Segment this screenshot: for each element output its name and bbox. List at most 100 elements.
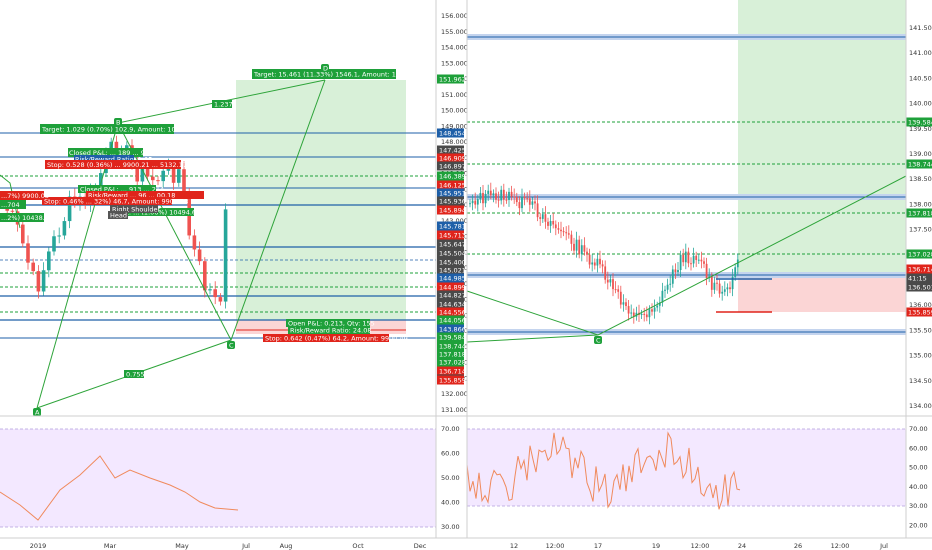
price-tick-label: 139.500 [909,125,932,133]
candle [562,231,565,233]
candle [554,224,557,229]
candle [645,314,648,318]
candle [591,262,594,265]
svg-text:136.501: 136.501 [908,283,932,291]
svg-text:145.647: 145.647 [439,240,466,248]
candle [541,214,544,219]
candle [734,267,737,277]
right-point-c-label: C [594,336,602,345]
candle [482,192,484,204]
candle [177,169,181,183]
candle [593,262,596,266]
right-rsi-panel [466,428,906,510]
candle [544,214,547,222]
time-tick-label: Jul [879,542,888,550]
candle [651,309,653,312]
svg-text:144.899: 144.899 [439,283,466,291]
price-tick-label: 134.000 [909,402,932,410]
price-tag: 144.827 [437,290,466,300]
candle [648,309,651,318]
candle [612,279,614,290]
candle [223,209,228,302]
candle [156,180,160,182]
candle [547,221,549,226]
candle [479,192,482,200]
candle [718,283,721,294]
candle [729,287,731,290]
candle [700,259,703,262]
price-tag: 146.909 [437,153,466,163]
svg-text:145.936: 145.936 [439,197,466,205]
price-tag: 137.818 [437,349,466,359]
price-tag: 145.647 [437,239,466,249]
risk-reward-label: Risk/Reward Ratio: 1.95 [74,155,152,164]
price-tick-label: 138.000 [909,200,932,208]
left-rsi-panel [0,428,436,528]
candle [721,291,724,294]
left-price-axis[interactable]: 156.000155.000154.000153.000152.000151.0… [437,12,468,414]
candle [731,276,734,290]
svg-text:145.781: 145.781 [439,222,466,230]
open-pl-label: Open P&L: 0.213, Qty: 155 [286,319,375,328]
price-tag: 144.985 [437,273,466,283]
candle [505,199,508,201]
svg-text:Stop: 0.528 (0.36%) ... 9900.2: Stop: 0.528 (0.36%) ... 9900.21 ... 5132… [47,161,187,169]
price-tag: 137.028 [906,249,932,259]
candle [723,289,726,292]
svg-text:...2%) 10438.59: ...2%) 10438.59 [1,214,53,222]
candle [661,290,664,303]
head-label: Head [108,211,128,220]
price-tag: 144.556 [437,307,466,317]
price-tick-label: 150.000 [441,107,468,115]
candle [565,232,568,234]
svg-text:143.866: 143.866 [439,325,466,333]
svg-text:145.400: 145.400 [439,258,466,266]
point-c-label: C [227,341,235,350]
right-price-axis[interactable]: 141.500 141.000 140.500 140.000 139.500 139.0… [906,24,932,410]
right-chart-panel[interactable]: C [466,0,907,345]
candle [31,262,35,272]
candle [213,289,217,298]
price-tag: 136.714 [906,264,932,274]
candle [21,224,25,244]
svg-text:146.389: 146.389 [439,172,466,180]
price-tag: 139.584 [906,117,932,127]
right-time-axis[interactable]: 12 12:00 17 19 12:00 24 26 12:00 Jul [510,542,888,550]
svg-text:144.056: 144.056 [439,316,466,324]
svg-text:146.125: 146.125 [439,181,466,189]
candle [695,255,698,260]
candle [609,279,612,283]
price-tag: 145.951 [437,188,466,198]
price-tick-label: 141.000 [909,49,932,57]
price-tick-label: 140.500 [909,74,932,82]
candle [510,191,513,197]
candle [606,279,609,283]
left-time-axis[interactable]: 2019 Mar May Jul Aug Oct Dec [30,542,427,550]
time-tick-label: 2019 [30,542,47,550]
candle [41,270,46,292]
price-tag: 145.021 [437,265,466,275]
closed-pl-label-2: Closed P&L: ... 913 ... 214 [78,185,164,194]
time-tick-label: Jul [241,542,250,550]
rsi-tick-label: 40.00 [441,499,460,507]
left-chart-panel[interactable]: Target: 15.461 (11.33%) 1546.1, Amount: … [0,64,436,417]
svg-text:0.755: 0.755 [126,371,145,379]
svg-text:1.237: 1.237 [214,101,233,109]
price-tick-label: 153.000 [441,59,468,67]
candle [476,199,479,205]
svg-text:151.962: 151.962 [439,75,466,83]
candle [513,196,516,198]
candle [692,255,695,264]
time-tick-label: 24 [738,542,746,550]
point-d-label: D [321,64,329,73]
candle [679,254,682,271]
candle [145,168,150,177]
svg-text:C: C [229,342,234,350]
candle [502,189,505,200]
candle [539,217,542,219]
price-tick-label: 135.500 [909,326,932,334]
candle [57,235,61,237]
candle [596,258,599,266]
price-tag: 145.936 [437,196,466,206]
candle [687,251,690,264]
